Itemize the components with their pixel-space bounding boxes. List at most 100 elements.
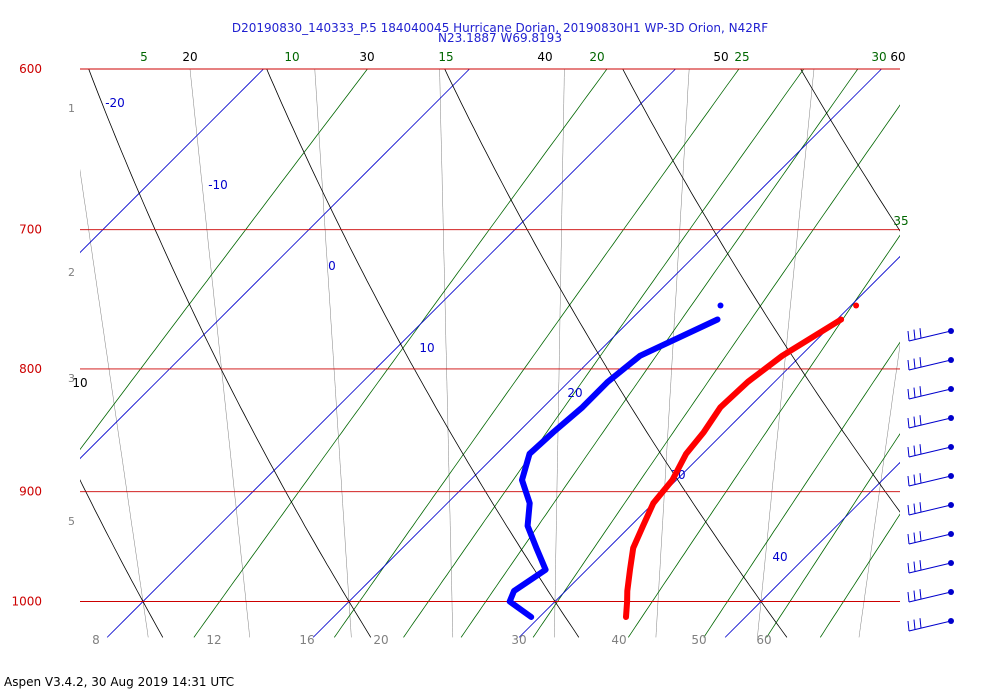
mixing-ratio-line [703,341,900,638]
wind-barb-staff [908,388,952,400]
sounding-series [506,302,860,620]
wind-barb [907,589,954,603]
wind-barb [907,357,954,371]
wind-barb-staff [908,620,952,632]
temperature-point [853,302,860,309]
isotherm-line [931,69,1000,637]
mixing-ratio-label: 25 [734,50,749,64]
wind-barb-dot [948,473,954,479]
mixing-ratio-label: 20 [589,50,604,64]
dry-adiabat-line [800,69,900,232]
bottom-tick-label: 30 [511,633,526,647]
wind-barb-flag [907,388,910,400]
wind-barb-flag [919,531,922,542]
isotherm-label: 0 [328,259,336,273]
wind-barb-staff [908,417,952,429]
isotherm-line [312,69,882,638]
temperature-point [683,451,689,457]
temperature-point [701,429,707,435]
isotherm-label: 40 [772,550,787,564]
wind-barbs [907,328,954,632]
bottom-tick-label: 40 [611,633,626,647]
wind-barb-flag [913,503,916,514]
mixing-ratio-line [766,433,900,638]
wind-barb-flag [913,387,916,398]
mixing-ratio-line [403,69,805,638]
moist-adiabat-line [655,69,690,638]
moist-adiabat-line [0,69,47,637]
wind-barb-staff [908,475,952,487]
dry-adiabat-label: 20 [182,50,197,64]
chart-title-line1: D20190830_140333_P.5 184040045 Hurricane… [231,21,769,35]
wind-barb-staff [908,591,952,603]
bottom-tick-label: 16 [299,633,314,647]
wind-barb-flag [919,386,922,397]
wind-barb-dot [948,386,954,392]
temperature-point [624,588,630,594]
isotherm-label: -20 [105,96,125,110]
pressure-tick-label: 900 [19,485,42,499]
wind-barb-flag [919,328,922,339]
mixing-ratio-line [80,69,368,451]
wind-barb-dot [948,444,954,450]
wind-barb-dot [948,502,954,508]
wind-barb-dot [948,531,954,537]
temperature-point [627,567,633,573]
dewpoint-point [507,599,513,604]
dry-adiabat-line [80,479,164,638]
mixing-ratio-lines [80,69,900,638]
bottom-tick-label: 50 [691,633,706,647]
wind-barb-flag [919,357,922,368]
wind-barb-flag [913,590,916,601]
wind-barb-flag [907,591,910,603]
wind-barb-dot [948,560,954,566]
temperature-point [745,379,751,385]
wind-barb-staff [908,504,952,516]
dry-adiabat-line [622,69,900,513]
dry-adiabat-lines [80,69,900,638]
wind-barb [907,386,954,400]
height-tick-label: 3 [68,372,75,385]
wind-barb-flag [913,358,916,369]
temperature-point [650,500,656,506]
temperature-point [779,353,785,359]
dewpoint-trace [506,316,721,620]
wind-barb-dot [948,357,954,363]
wind-barb-staff [908,562,952,574]
temperature-point [838,317,844,323]
wind-barb-staff [908,446,952,458]
temperature-point [623,614,629,620]
dewpoint-point [605,379,611,385]
wind-barb [907,415,954,429]
bottom-tick-label: 8 [92,633,100,647]
wind-barb [907,618,954,632]
temperature-point [630,545,636,551]
pressure-tick-label: 600 [19,62,42,76]
mixing-ratio-label: 30 [871,50,886,64]
bottom-tick-label: 60 [756,633,771,647]
isotherm-line [80,69,264,254]
wind-barb-flag [907,359,910,371]
wind-barb-dot [948,618,954,624]
mixing-ratio-line [627,234,900,638]
bottom-tick-label: 20 [373,633,388,647]
dry-adiabat-label: 10 [72,376,87,390]
isotherm-line [0,69,58,637]
dry-adiabat-line [444,69,788,638]
wind-barb-flag [919,560,922,571]
moist-adiabat-line [961,69,1000,637]
wind-barb-flag [907,330,910,342]
dry-adiabat-label: 60 [890,50,905,64]
dewpoint-point [528,614,534,620]
temperature-trace [623,316,845,620]
wind-barb [907,560,954,574]
wind-barb-flag [907,533,910,545]
wind-barb [907,444,954,458]
wind-barb-flag [907,475,910,487]
wind-barb [907,531,954,545]
height-tick-label: 1 [68,102,75,115]
isotherm-line [106,69,676,638]
wind-barb-staff [908,359,952,371]
wind-barb-flag [913,445,916,456]
